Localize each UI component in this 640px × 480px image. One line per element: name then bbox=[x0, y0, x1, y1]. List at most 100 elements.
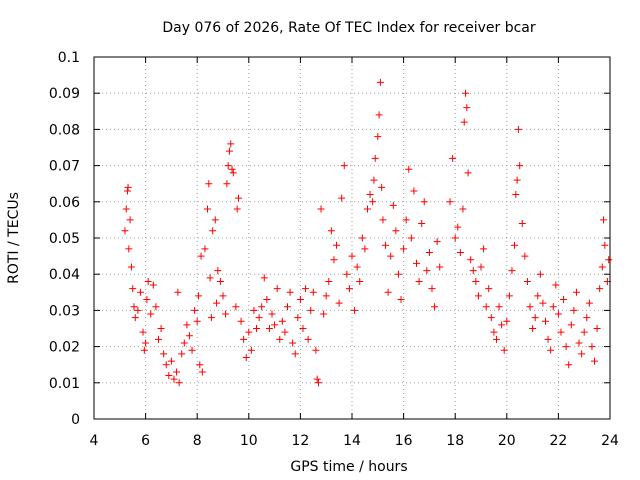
data-point bbox=[575, 339, 583, 347]
data-point bbox=[601, 241, 609, 249]
data-point bbox=[124, 187, 132, 195]
data-point bbox=[294, 314, 302, 322]
data-point bbox=[542, 317, 549, 325]
data-point bbox=[516, 162, 524, 170]
data-point bbox=[160, 350, 168, 358]
chart-title: Day 076 of 2026, Rate Of TEC Index for r… bbox=[162, 20, 536, 36]
x-axis-tick-labels: 4 6 8 10 12 14 16 18 20 22 24 bbox=[90, 433, 619, 449]
data-point bbox=[482, 303, 490, 311]
x-tick-label: 12 bbox=[291, 433, 309, 449]
data-point bbox=[255, 314, 263, 322]
data-point bbox=[232, 303, 240, 311]
data-point bbox=[167, 357, 175, 365]
x-tick-label: 24 bbox=[601, 433, 619, 449]
data-point bbox=[196, 361, 204, 369]
x-axis-label: GPS time / hours bbox=[290, 459, 407, 475]
data-point bbox=[225, 147, 233, 155]
data-point bbox=[402, 216, 410, 224]
data-point bbox=[580, 328, 588, 336]
data-point bbox=[512, 191, 520, 199]
data-point bbox=[436, 263, 444, 271]
data-point bbox=[449, 154, 457, 162]
data-point bbox=[356, 277, 364, 285]
data-point bbox=[253, 325, 261, 332]
data-point bbox=[420, 198, 428, 206]
y-tick-label: 0.03 bbox=[49, 303, 80, 319]
data-point bbox=[492, 335, 500, 343]
y-tick-label: 0 bbox=[71, 412, 80, 428]
x-tick-label: 4 bbox=[90, 433, 99, 449]
data-point bbox=[265, 325, 273, 332]
data-point bbox=[268, 310, 276, 318]
y-tick-label: 0.05 bbox=[49, 231, 80, 247]
data-point bbox=[583, 314, 591, 322]
data-point bbox=[539, 299, 547, 307]
data-point bbox=[242, 353, 250, 361]
y-tick-label: 0.01 bbox=[49, 376, 80, 392]
data-point bbox=[204, 205, 212, 213]
data-point bbox=[565, 361, 573, 369]
data-point bbox=[213, 299, 221, 307]
data-point bbox=[529, 325, 537, 332]
data-point bbox=[313, 375, 321, 383]
data-point bbox=[183, 321, 191, 329]
data-point bbox=[219, 292, 227, 300]
data-point bbox=[136, 288, 144, 296]
data-point bbox=[291, 350, 299, 358]
data-point bbox=[511, 241, 519, 249]
y-tick-label: 0.1 bbox=[58, 50, 80, 66]
data-point bbox=[560, 296, 568, 304]
data-point bbox=[198, 368, 206, 376]
data-point bbox=[296, 296, 304, 304]
data-point bbox=[178, 350, 186, 358]
data-point bbox=[431, 303, 439, 311]
data-point bbox=[358, 234, 366, 242]
data-point bbox=[180, 339, 188, 347]
y-tick-label: 0.07 bbox=[49, 159, 80, 175]
x-tick-label: 22 bbox=[549, 433, 567, 449]
data-point bbox=[194, 292, 202, 300]
y-tick-label: 0.02 bbox=[49, 340, 80, 356]
data-point bbox=[173, 368, 181, 376]
data-point bbox=[418, 220, 426, 228]
data-point bbox=[345, 285, 353, 293]
data-point bbox=[459, 205, 467, 213]
data-point bbox=[258, 303, 266, 311]
data-point bbox=[165, 372, 173, 380]
data-point bbox=[446, 198, 454, 206]
data-point bbox=[211, 216, 219, 224]
data-point bbox=[263, 296, 271, 304]
data-point bbox=[149, 281, 157, 289]
data-point bbox=[307, 306, 315, 314]
data-point bbox=[578, 350, 586, 358]
data-point bbox=[193, 317, 201, 325]
data-point bbox=[487, 314, 495, 322]
data-point bbox=[162, 361, 170, 369]
data-point bbox=[348, 252, 356, 260]
data-point bbox=[521, 252, 529, 260]
data-point bbox=[273, 285, 281, 293]
data-point bbox=[201, 245, 209, 253]
y-tick-label: 0.06 bbox=[49, 195, 80, 211]
data-point bbox=[474, 292, 482, 300]
data-point bbox=[206, 274, 214, 282]
data-point bbox=[463, 104, 471, 112]
data-point bbox=[469, 267, 477, 275]
data-point bbox=[142, 339, 150, 347]
data-point bbox=[407, 234, 415, 242]
data-point bbox=[124, 183, 132, 191]
data-point bbox=[366, 191, 374, 199]
y-tick-label: 0.09 bbox=[49, 86, 80, 102]
data-point bbox=[209, 227, 217, 235]
data-point bbox=[343, 270, 351, 278]
data-point bbox=[327, 227, 335, 235]
data-point bbox=[147, 310, 155, 318]
data-point bbox=[464, 169, 472, 177]
y-tick-label: 0.04 bbox=[49, 267, 80, 283]
data-point bbox=[490, 328, 498, 336]
data-point bbox=[276, 335, 284, 343]
x-tick-label: 14 bbox=[343, 433, 361, 449]
data-point bbox=[536, 270, 544, 278]
data-point bbox=[129, 285, 137, 293]
data-point bbox=[286, 288, 294, 296]
